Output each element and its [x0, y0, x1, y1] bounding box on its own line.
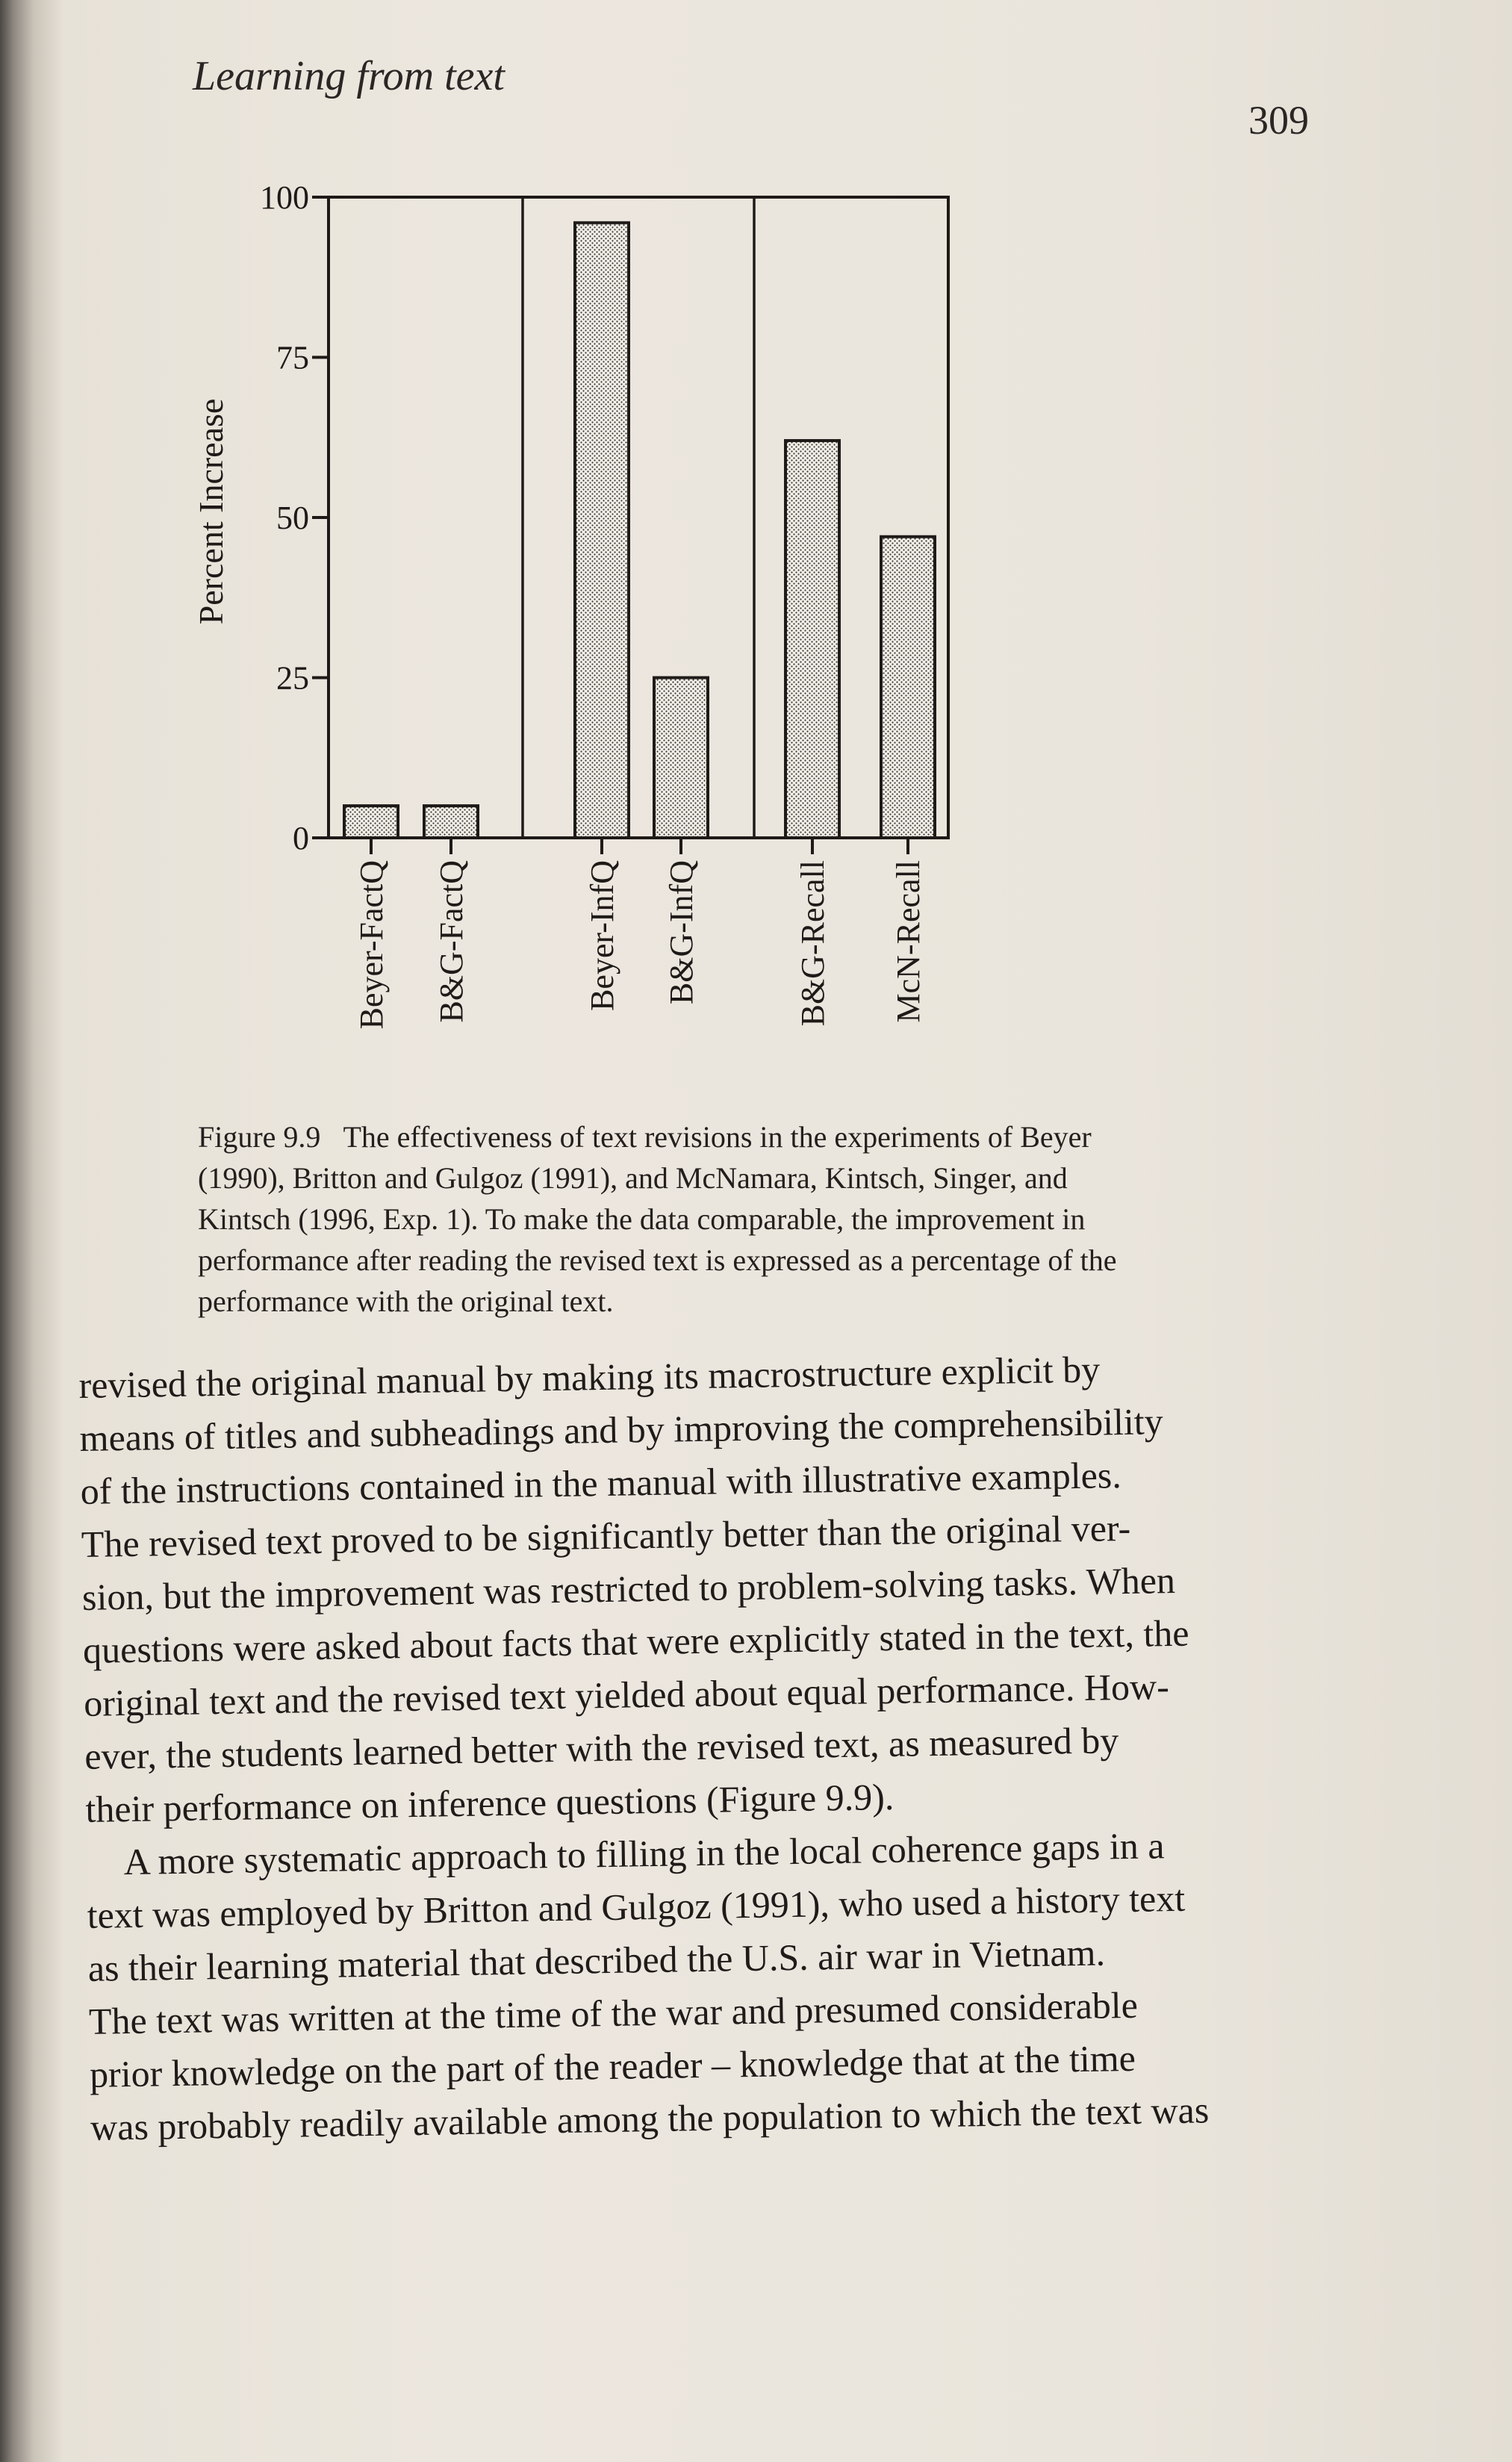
page-number: 309 — [1248, 98, 1309, 143]
caption-label: Figure 9.9 — [198, 1120, 321, 1154]
paragraph-2: A more systematic approach to filling in… — [86, 1817, 1304, 2154]
plot-frame — [327, 196, 950, 839]
plot-border — [327, 196, 950, 839]
caption-line: performance with the original text. — [198, 1284, 614, 1318]
x-tick-label: Beyer-FactQ — [353, 860, 390, 1030]
y-tick-label: 0 — [293, 820, 309, 857]
bar — [653, 676, 709, 839]
x-tick-labels: Beyer-FactQ B&G-FactQ Beyer-InfQ B&G-InfQ B&… — [353, 860, 927, 1030]
x-tick-label: Beyer-InfQ — [584, 860, 620, 1011]
x-tick-label: B&G-Recall — [794, 860, 831, 1026]
figure-caption: Figure 9.9 The effectiveness of text rev… — [198, 1116, 1288, 1322]
caption-line: Kintsch (1996, Exp. 1). To make the data… — [198, 1202, 1086, 1236]
bar — [343, 804, 399, 839]
caption-line: (1990), Britton and Gulgoz (1991), and M… — [198, 1161, 1068, 1195]
y-tick-label: 50 — [276, 500, 309, 536]
y-tick-label: 75 — [276, 340, 309, 376]
y-axis-label: Percent Increase — [192, 399, 230, 625]
bar — [573, 221, 630, 839]
y-tick-label: 100 — [260, 179, 309, 216]
bars-group — [343, 221, 936, 854]
body-text: revised the original manual by making it… — [78, 1340, 1304, 2154]
bar — [880, 535, 936, 839]
figure-9-9-bar-chart: 0 25 50 75 100 Beyer-FactQ B&G-FactQ Beyer-Inf… — [192, 179, 950, 1030]
caption-line: performance after reading the revised te… — [198, 1243, 1117, 1277]
running-head: Learning from text — [193, 53, 505, 99]
y-tick-label: 25 — [276, 660, 309, 697]
bar — [784, 439, 841, 839]
bar — [423, 804, 479, 839]
paragraph-1: revised the original manual by making it… — [78, 1340, 1299, 1835]
y-axis-ticks: 0 25 50 75 100 — [260, 179, 329, 857]
x-tick-label: B&G-InfQ — [663, 860, 700, 1004]
caption-line: Figure 9.9 The effectiveness of text rev… — [198, 1120, 1092, 1154]
x-tick-label: McN-Recall — [890, 860, 927, 1022]
x-tick-label: B&G-FactQ — [433, 860, 470, 1023]
